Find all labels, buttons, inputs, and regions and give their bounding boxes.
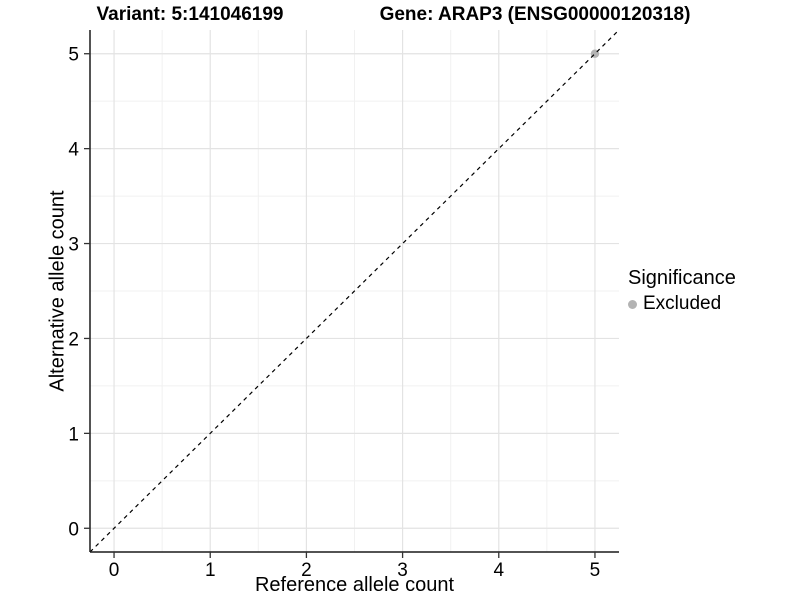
legend-item-excluded: Excluded [628, 293, 736, 315]
y-tick-label: 0 [68, 519, 79, 540]
legend: Significance Excluded [628, 267, 736, 315]
identity-line [89, 29, 620, 553]
legend-title: Significance [628, 267, 736, 289]
y-tick-label: 3 [68, 235, 79, 256]
y-tick-label: 2 [68, 329, 79, 350]
x-tick-label: 5 [590, 560, 601, 581]
legend-item-label: Excluded [643, 293, 722, 314]
x-tick-label: 1 [205, 560, 216, 581]
plot-title-variant: Variant: 5:141046199 [96, 4, 284, 25]
x-axis-title: Reference allele count [254, 574, 454, 596]
x-tick-label: 3 [397, 560, 408, 581]
y-tick-label: 5 [68, 45, 79, 66]
legend-point-icon [628, 299, 637, 309]
x-tick-label: 4 [493, 560, 504, 581]
y-axis-title: Alternative allele count [46, 190, 69, 392]
plot-title-gene: Gene: ARAP3 (ENSG00000120318) [379, 4, 691, 25]
x-tick-label: 0 [109, 560, 120, 581]
y-tick-label: 1 [68, 424, 79, 445]
x-tick-label: 2 [301, 560, 312, 581]
y-tick-label: 4 [68, 140, 79, 161]
